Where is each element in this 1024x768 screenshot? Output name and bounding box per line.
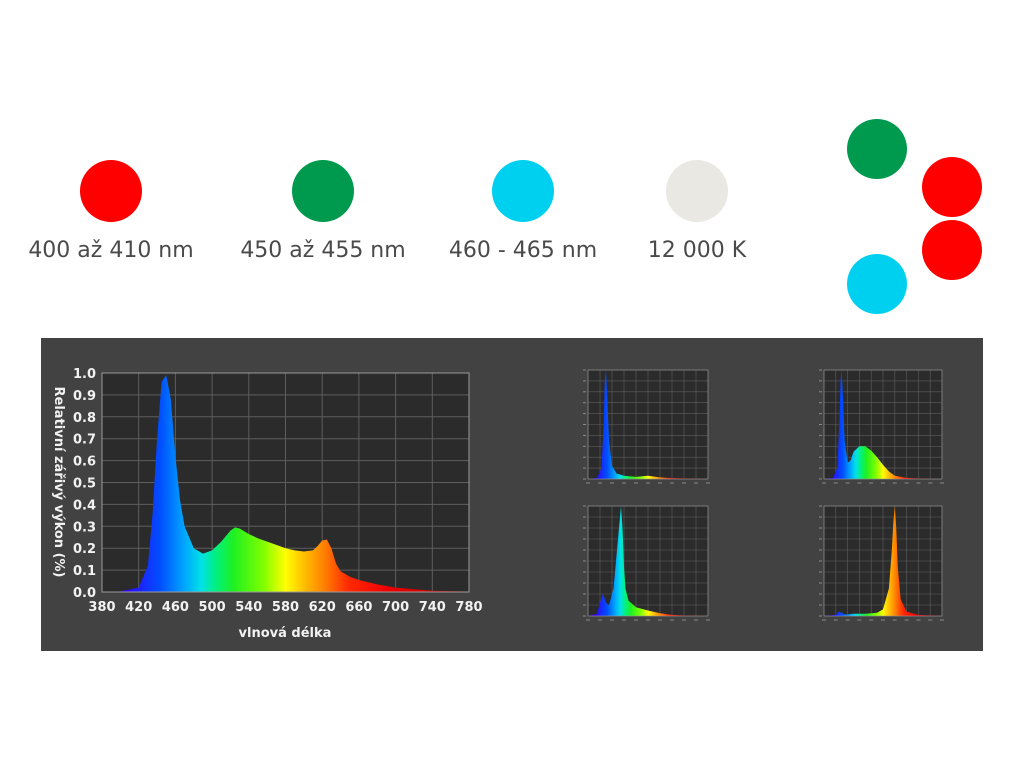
y-tick-label: 0.2 [73,542,96,557]
swatch-label: 450 až 455 nm [240,238,406,263]
x-tick-label: 660 [345,600,372,615]
swatch-12000k: 12 000 K [597,160,797,263]
white-dot [666,160,728,222]
x-axis-title: vlnová délka [239,626,332,641]
x-tick-label: 540 [235,600,262,615]
mini-chart-2 [819,369,944,484]
cyan-dot [492,160,554,222]
red-dot [80,160,142,222]
plot-border [587,369,709,480]
plot-border [823,369,943,480]
y-tick-label: 0.3 [73,520,96,535]
x-tick-label: 500 [199,600,226,615]
spectrum-panel: 380 420 460 500 540 580 620 660 700 740 780 0.0 0.1 0… [41,338,983,651]
main-chart-plot: 380 420 460 500 540 580 620 660 700 740 780 0.0 0.1 0… [73,367,483,615]
y-tick-label: 0.0 [73,586,96,601]
swatch-450-455: 450 až 455 nm [223,160,423,263]
main-spectrum-chart: 380 420 460 500 540 580 620 660 700 740 780 0.0 0.1 0… [73,367,483,615]
swatch-label: 400 až 410 nm [28,238,194,263]
mini-chart-3 [583,505,710,621]
y-tick-label: 0.9 [73,389,96,404]
plot-border [823,505,943,617]
plot-border [101,372,470,593]
x-tick-label: 740 [419,600,446,615]
spectrum-series [824,370,942,479]
y-tick-label: 0.1 [73,564,96,579]
x-tick-label: 580 [272,600,299,615]
x-tick-label: 420 [125,600,152,615]
mini-spectrum-charts [583,369,944,621]
plot-border [587,505,709,617]
y-tick-label: 0.5 [73,477,96,492]
cluster-cyan-dot [847,254,907,314]
green-dot [292,160,354,222]
spectrum-charts: 380 420 460 500 540 580 620 660 700 740 780 0.0 0.1 0… [51,367,944,641]
swatch-400-410: 400 až 410 nm [11,160,211,263]
x-tick-label: 380 [88,600,115,615]
y-tick-label: 0.6 [73,455,96,470]
swatch-label: 460 - 465 nm [448,238,598,263]
cluster-red-dot-top [922,157,982,217]
spectrum-series [102,375,469,592]
swatch-460-465: 460 - 465 nm [423,160,623,263]
x-tick-label: 780 [455,600,482,615]
cluster-red-dot-bottom [922,220,982,280]
x-tick-label: 460 [162,600,189,615]
y-axis-title: Relativní zářivý výkon (%) [51,387,66,578]
swatch-label: 12 000 K [647,238,747,263]
cluster-green-dot [847,119,907,179]
spectrum-series [588,506,708,616]
x-tick-label: 700 [382,600,409,615]
mini-chart-4 [819,505,944,621]
x-tick-label: 620 [309,600,336,615]
mini-chart-1 [583,369,710,484]
y-tick-label: 0.7 [73,433,96,448]
y-tick-label: 1.0 [73,367,96,382]
y-tick-label: 0.8 [73,411,96,426]
y-tick-label: 0.4 [73,498,96,513]
